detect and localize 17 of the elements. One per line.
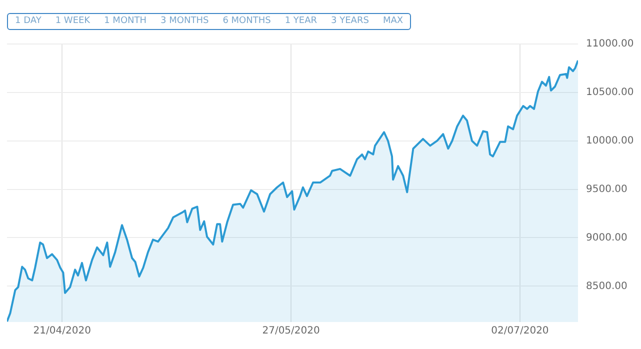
text: MAX [382,15,404,28]
text: 1 MONTH [103,15,148,28]
text: 6 MONTHS [222,15,272,28]
text: 3 YEARS [330,15,370,28]
x-tick-label: 27/05/2020 [262,326,320,337]
x-tick-label: 21/04/2020 [33,326,91,337]
y-tick-label: 10000.00 [586,135,634,146]
y-tick-label: 9500.00 [586,184,628,195]
text: 1 YEAR [284,15,318,28]
y-tick-label: 9000.00 [586,232,628,244]
y-tick-label: 8500.00 [586,280,628,292]
x-tick-label: 02/07/2020 [491,326,549,337]
y-tick-label: 10500.00 [586,87,634,98]
text: 1 DAY [14,15,42,28]
text: 1 WEEK [54,15,92,28]
y-tick-label: 11000.00 [586,38,634,50]
text: 3 MONTHS [160,15,210,28]
